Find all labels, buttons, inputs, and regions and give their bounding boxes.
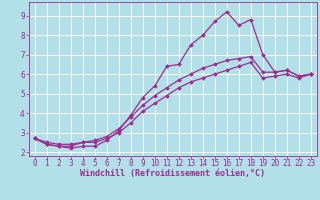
X-axis label: Windchill (Refroidissement éolien,°C): Windchill (Refroidissement éolien,°C) — [80, 169, 265, 178]
